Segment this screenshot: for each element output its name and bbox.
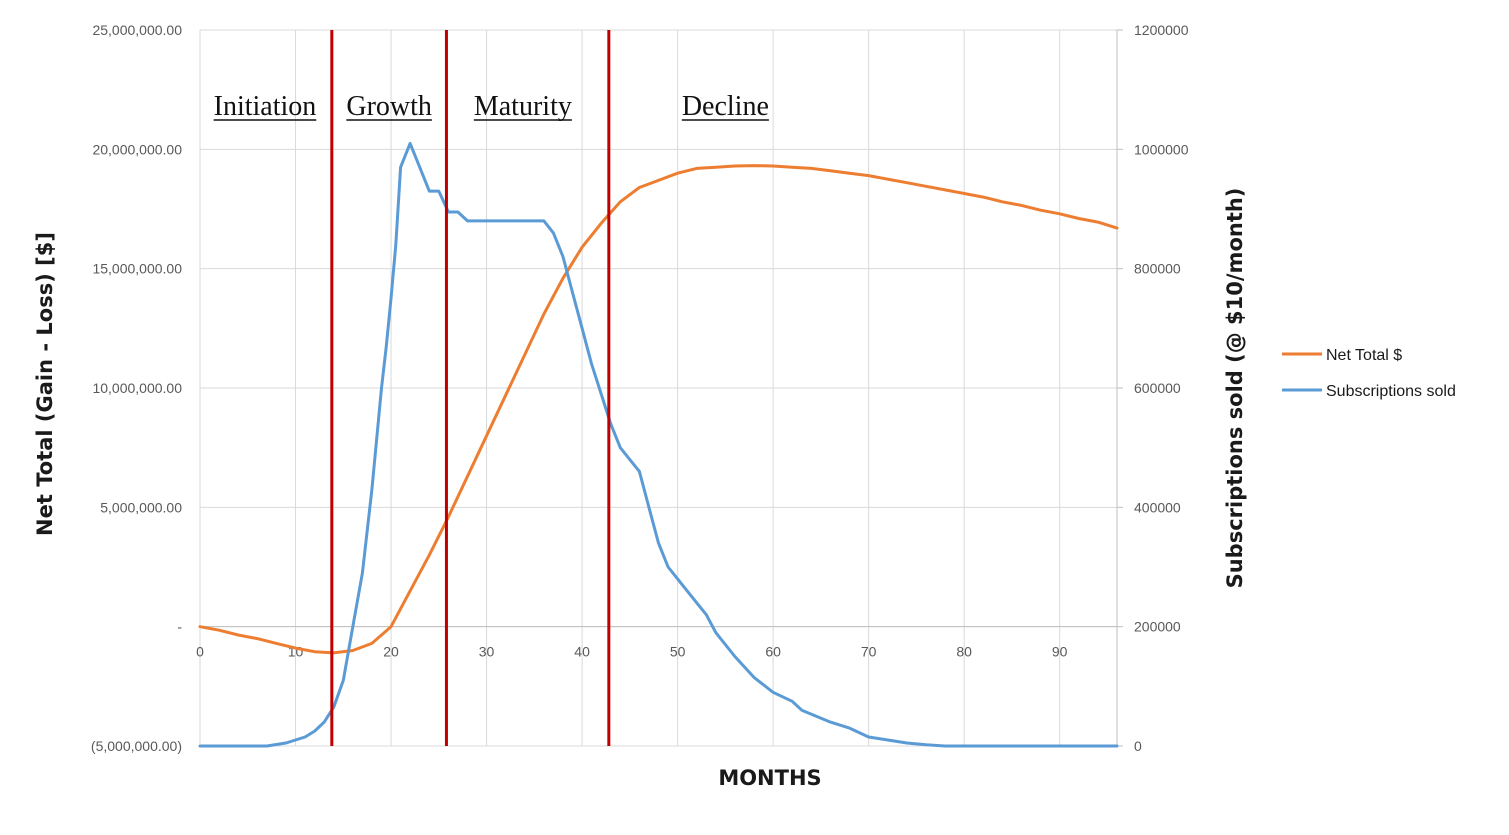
- left-tick-label: 25,000,000.00: [92, 22, 182, 38]
- x-axis-title: MONTHS: [718, 766, 821, 790]
- right-tick-label: 1000000: [1134, 141, 1189, 157]
- x-tick-label: 0: [196, 644, 204, 660]
- right-axis-title: Subscriptions sold (@ $10/month): [1223, 188, 1247, 589]
- series-lines: [198, 141, 1119, 748]
- subscriptions-sold-line: [198, 141, 1119, 748]
- phase-labels: Initiation Growth Maturity Decline: [213, 91, 769, 122]
- right-tick-label: 400000: [1134, 499, 1181, 515]
- grid: [199, 29, 1117, 747]
- phase-label: Growth: [346, 91, 432, 122]
- net-total-line: [198, 164, 1119, 655]
- left-tick-label: 20,000,000.00: [92, 141, 182, 157]
- x-tick-label: 40: [574, 644, 590, 660]
- left-tick-label: 15,000,000.00: [92, 261, 182, 277]
- phase-label: Initiation: [214, 91, 317, 122]
- legend-label: Subscriptions sold: [1326, 383, 1456, 400]
- right-tick-label: 800000: [1134, 261, 1181, 277]
- left-tick-label: -: [177, 619, 182, 635]
- left-axis-title: Net Total (Gain - Loss) [$]: [33, 232, 57, 536]
- left-tick-label: 5,000,000.00: [100, 499, 182, 515]
- phase-label: Decline: [682, 91, 769, 122]
- x-tick-label: 50: [670, 644, 686, 660]
- x-tick-label: 90: [1052, 644, 1068, 660]
- x-tick-label: 80: [956, 644, 972, 660]
- x-tick-label: 30: [479, 644, 495, 660]
- x-tick-label: 20: [383, 644, 399, 660]
- legend-label: Net Total $: [1326, 347, 1402, 364]
- left-axis-ticks: 25,000,000.00 20,000,000.00 15,000,000.00 1…: [91, 22, 182, 754]
- x-tick-label: 70: [861, 644, 877, 660]
- x-tick-label: 60: [765, 644, 781, 660]
- right-axis-ticks: 1200000 1000000 800000 600000 400000 200000 0: [1117, 22, 1189, 754]
- phase-boundary-lines: [330, 30, 611, 746]
- right-tick-label: 1200000: [1134, 22, 1189, 38]
- right-tick-label: 200000: [1134, 619, 1181, 635]
- left-tick-label: 10,000,000.00: [92, 380, 182, 396]
- phase-label: Maturity: [474, 91, 572, 122]
- right-tick-label: 600000: [1134, 380, 1181, 396]
- legend: Net Total $ Subscriptions sold: [1282, 347, 1456, 400]
- left-tick-label: (5,000,000.00): [91, 738, 182, 754]
- right-tick-label: 0: [1134, 738, 1142, 754]
- x-axis-ticks: 0 10 20 30 40 50 60 70 80 90: [196, 644, 1068, 660]
